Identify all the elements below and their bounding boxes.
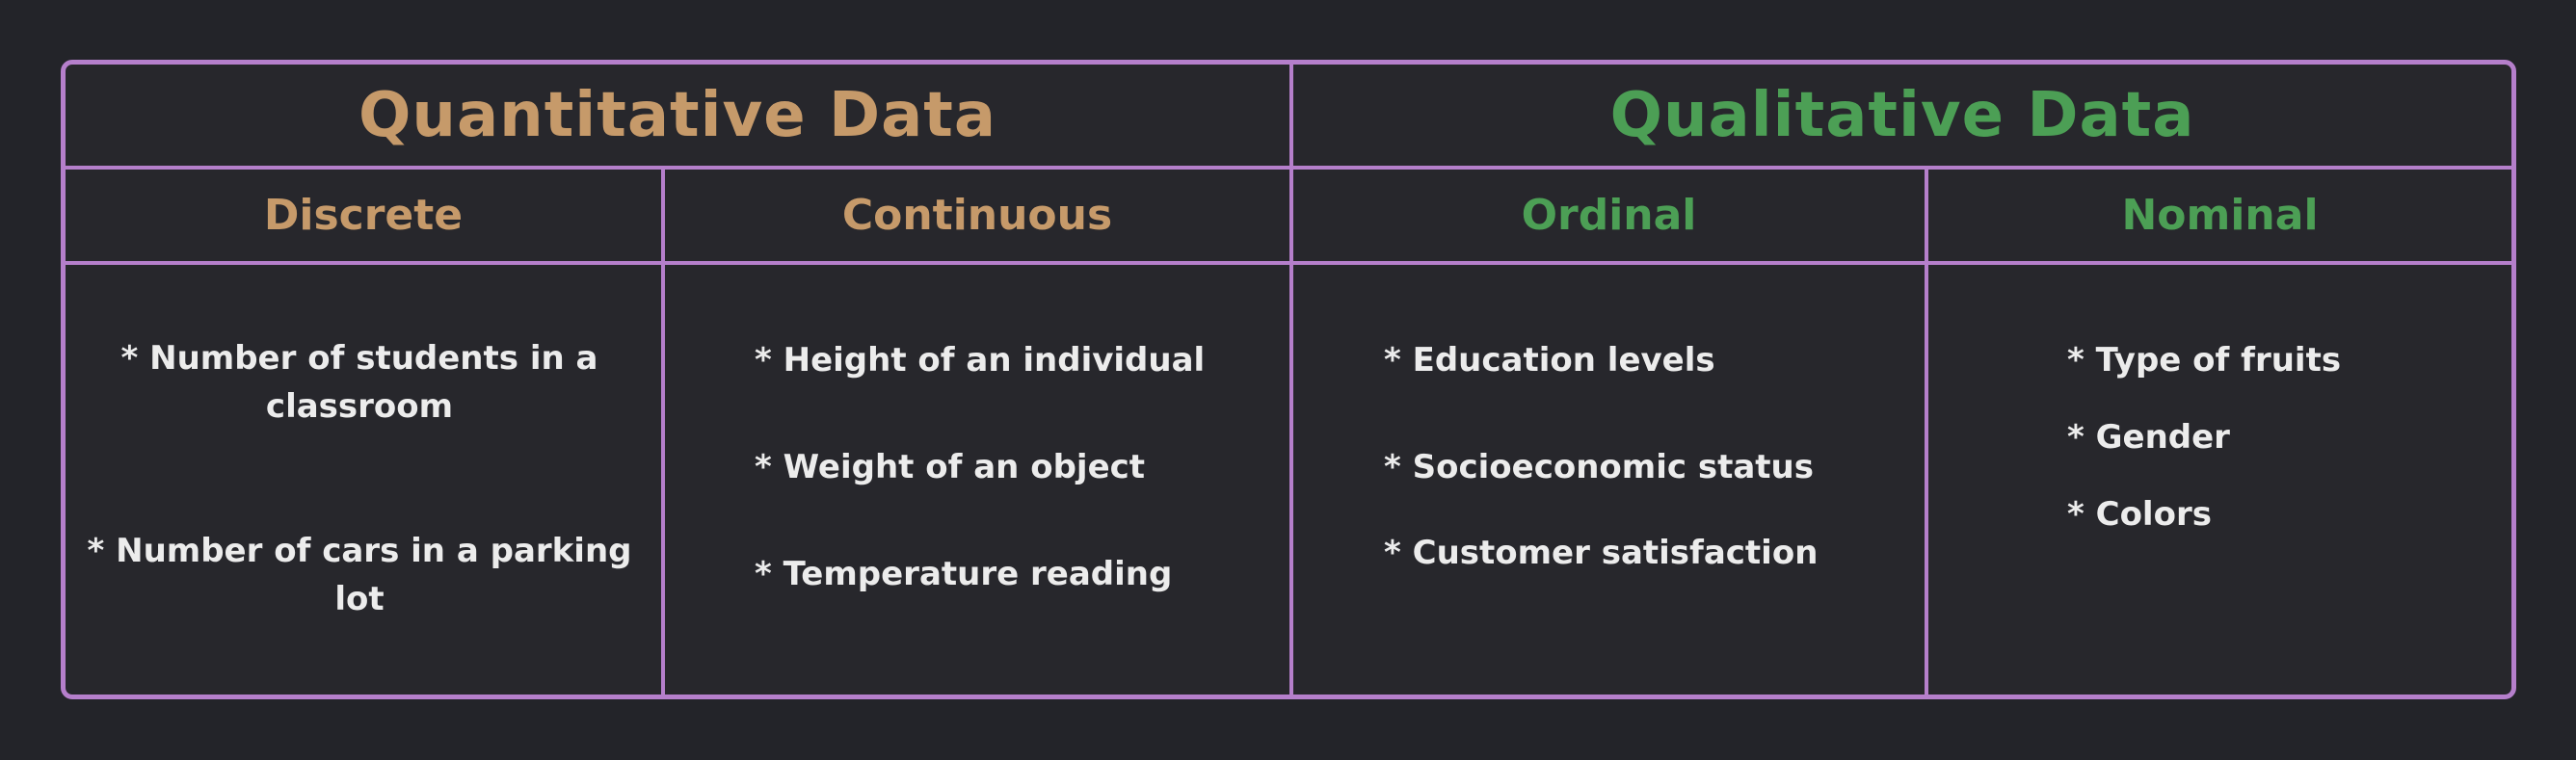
ordinal-header: Ordinal [1521,191,1697,240]
list-item: * Weight of an object [755,448,1146,486]
list-item: * Customer satisfaction [1384,534,1819,572]
list-item: * Number of cars in a parking lot [87,532,632,618]
list-item: * Type of fruits [2067,341,2342,380]
list-item: * Number of students in a classroom [120,339,598,426]
data-types-table: Quantitative Data Qualitative Data Discr… [61,60,2516,699]
list-item: * Temperature reading [755,555,1173,593]
header-divider [66,166,2511,170]
list-item: * Gender [2067,418,2230,457]
list-item: * Socioeconomic status [1384,448,1814,486]
qualitative-column-divider [1925,166,1928,694]
quantitative-title: Quantitative Data [358,79,997,151]
list-item: * Education levels [1384,341,1715,380]
category-divider [1289,65,1293,694]
discrete-header: Discrete [263,191,464,240]
quantitative-column-divider [661,166,665,694]
continuous-header: Continuous [841,191,1113,240]
subheader-divider [66,261,2511,265]
list-item: * Colors [2067,495,2212,534]
list-item: * Height of an individual [755,341,1206,380]
nominal-header: Nominal [2121,191,2319,240]
qualitative-title: Qualitative Data [1609,79,2195,151]
